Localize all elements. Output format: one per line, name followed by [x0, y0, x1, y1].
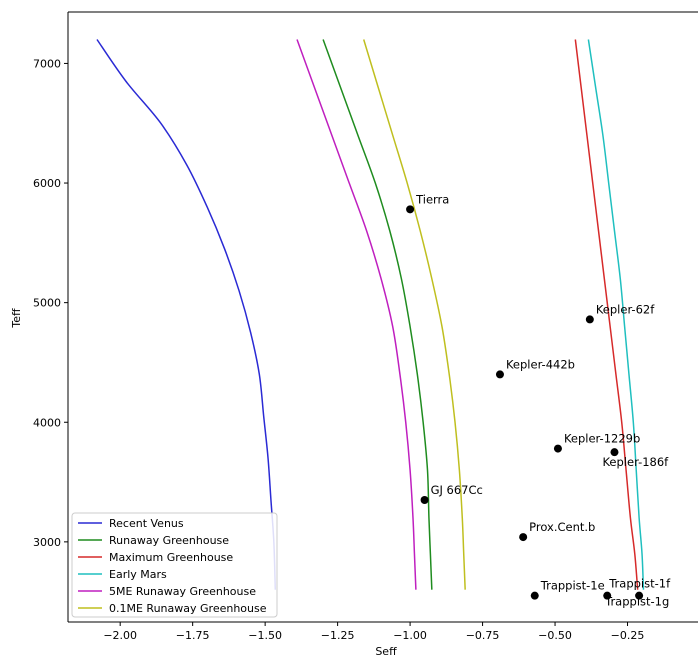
series-layer — [96, 39, 645, 590]
x-tick-label: −0.25 — [611, 629, 645, 642]
x-tick-label: −2.00 — [103, 629, 137, 642]
y-axis-label: Teff — [10, 308, 23, 329]
series-line-maximum-greenhouse — [574, 39, 639, 590]
point-marker-tierra — [406, 205, 415, 214]
legend-label-5me-runaway-greenhouse: 5ME Runaway Greenhouse — [109, 585, 256, 598]
series-line-recent-venus — [96, 39, 277, 590]
point-label-kepler-62f: Kepler-62f — [596, 302, 655, 316]
x-tick-label: −0.75 — [466, 629, 500, 642]
y-tick-label: 3000 — [33, 536, 61, 549]
point-label-trappist-1g: Trappist-1g — [604, 595, 669, 609]
x-tick-label: −1.75 — [176, 629, 210, 642]
point-label-trappist-1f: Trappist-1f — [608, 577, 671, 591]
x-tick-label: −1.00 — [393, 629, 427, 642]
legend-label-0-1me-runaway-greenhouse: 0.1ME Runaway Greenhouse — [109, 602, 267, 615]
point-label-kepler-186f: Kepler-186f — [602, 455, 669, 469]
series-line-0-1me-runaway-greenhouse — [362, 39, 466, 590]
point-marker-gj-667cc — [420, 496, 429, 504]
x-tick-label: −1.50 — [248, 629, 282, 642]
series-line-5me-runaway-greenhouse — [296, 39, 417, 590]
point-marker-trappist-1e — [530, 591, 539, 600]
point-label-tierra: Tierra — [415, 192, 449, 206]
legend-items: Recent Venus Runaway Greenhouse Maximum Gr… — [78, 517, 267, 615]
points-layer: Tierra Kepler-62f Kepler-442b Kepler-1229b K… — [406, 192, 671, 609]
legend-label-maximum-greenhouse: Maximum Greenhouse — [109, 551, 233, 564]
y-tick-label: 4000 — [33, 416, 61, 429]
point-marker-prox-cent-b — [519, 533, 528, 542]
series-line-runaway-greenhouse — [322, 39, 433, 590]
point-label-prox-cent-b: Prox.Cent.b — [529, 520, 595, 534]
point-marker-kepler-442b — [495, 370, 504, 379]
point-marker-kepler-1229b — [553, 444, 562, 453]
x-axis: −2.00 −1.75 −1.50 −1.25 −1.00 −0.75 −0.50 −0.25 — [103, 622, 644, 642]
point-label-kepler-442b: Kepler-442b — [506, 357, 575, 371]
legend: Recent Venus Runaway Greenhouse Maximum Gr… — [71, 512, 278, 618]
legend-label-recent-venus: Recent Venus — [109, 517, 184, 530]
point-marker-kepler-186f — [610, 448, 619, 457]
y-tick-label: 7000 — [33, 57, 61, 70]
series-line-early-mars — [587, 39, 645, 590]
y-axis: 3000 4000 5000 6000 7000 — [33, 57, 68, 549]
point-marker-kepler-62f — [585, 315, 594, 324]
x-axis-label: Seff — [375, 645, 397, 657]
y-tick-label: 5000 — [33, 297, 61, 310]
x-tick-label: −1.25 — [321, 629, 355, 642]
legend-label-early-mars: Early Mars — [109, 568, 167, 581]
point-marker-trappist-1g — [635, 591, 644, 600]
legend-label-runaway-greenhouse: Runaway Greenhouse — [109, 534, 229, 547]
y-tick-label: 6000 — [33, 177, 61, 190]
point-marker-trappist-1f — [603, 591, 612, 600]
x-tick-label: −0.50 — [538, 629, 572, 642]
legend-box — [71, 512, 278, 618]
point-label-trappist-1e: Trappist-1e — [540, 579, 605, 593]
point-label-gj-667cc: GJ 667Cc — [431, 483, 483, 497]
point-label-kepler-1229b: Kepler-1229b — [564, 432, 640, 446]
